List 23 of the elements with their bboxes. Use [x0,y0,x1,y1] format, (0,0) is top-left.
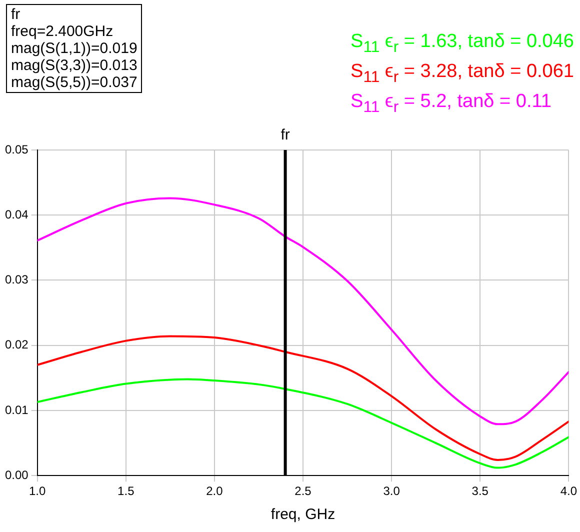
x-axis-title: freq, GHz [270,506,336,524]
y-tick-label: 0.04 [4,207,29,222]
text: mag(S(3,3))=0.013 [11,57,138,74]
text: mag(S(5,5))=0.037 [11,74,138,91]
x-tick-label: 1.0 [29,484,46,498]
text: S$_{11}$ ϵ$_{r}$ = 3.28, tanδ = 0.061 [350,60,574,88]
y-tick-label: 0.05 [4,142,29,156]
x-tick-label: 3.5 [472,484,489,498]
y-tick-label: 0.02 [4,338,29,352]
ref-line-label: fr [280,126,290,144]
y-tick-label: 0.00 [4,468,29,482]
x-tick-label: 2.0 [206,484,224,498]
y-tick-label: 0.03 [4,272,29,287]
x-tick-label: 1.5 [118,484,135,498]
x-tick-label: 2.5 [294,484,312,498]
text: S$_{11}$ ϵ$_{r}$ = 5.2, tanδ = 0.11 [350,90,552,118]
text: fr [11,6,22,23]
text: S$_{11}$ ϵ$_{r}$ = 1.63, tanδ = 0.046 [350,30,574,58]
x-tick-label: 4.0 [560,484,578,498]
text: mag(S(1,1))=0.019 [11,40,138,57]
x-tick-label: 3.0 [383,484,400,498]
y-tick-label: 0.01 [4,402,29,417]
text: freq=2.400GHz [11,23,114,40]
